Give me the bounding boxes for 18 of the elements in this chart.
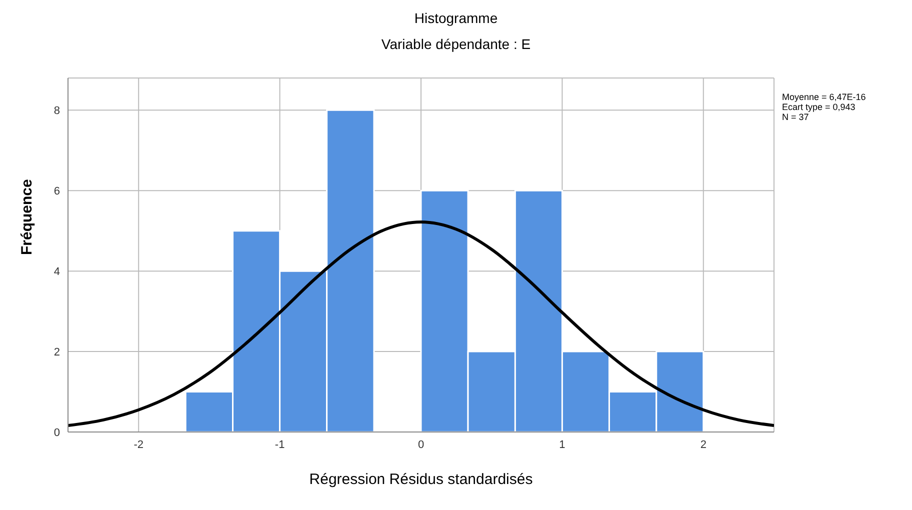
x-tick-label: 1 [559, 438, 566, 451]
line-series [68, 220, 774, 428]
chart-subtitle: Variable dépendante : E [380, 36, 532, 52]
x-tick-label: 2 [700, 438, 706, 451]
y-tick-label: 6 [54, 186, 60, 198]
y-tick-label: 8 [54, 105, 60, 118]
text: Ecart type = 0,943 [782, 102, 856, 112]
y-axis-title: Fréquence [18, 179, 36, 255]
y-tick-label: 4 [54, 266, 60, 278]
y-tick-label: 0 [54, 426, 60, 439]
x-axis-title: Régression Résidus standardisés [309, 471, 533, 488]
x-tick-label: -1 [274, 438, 285, 451]
y-tick-label: 2 [54, 346, 60, 358]
text: N = 37 [782, 112, 810, 122]
x-tick-label: 0 [418, 438, 424, 451]
text: Moyenne = 6,47E-16 [782, 92, 866, 102]
x-tick-label: -2 [134, 438, 144, 451]
chart-title: Histogramme [413, 10, 499, 26]
